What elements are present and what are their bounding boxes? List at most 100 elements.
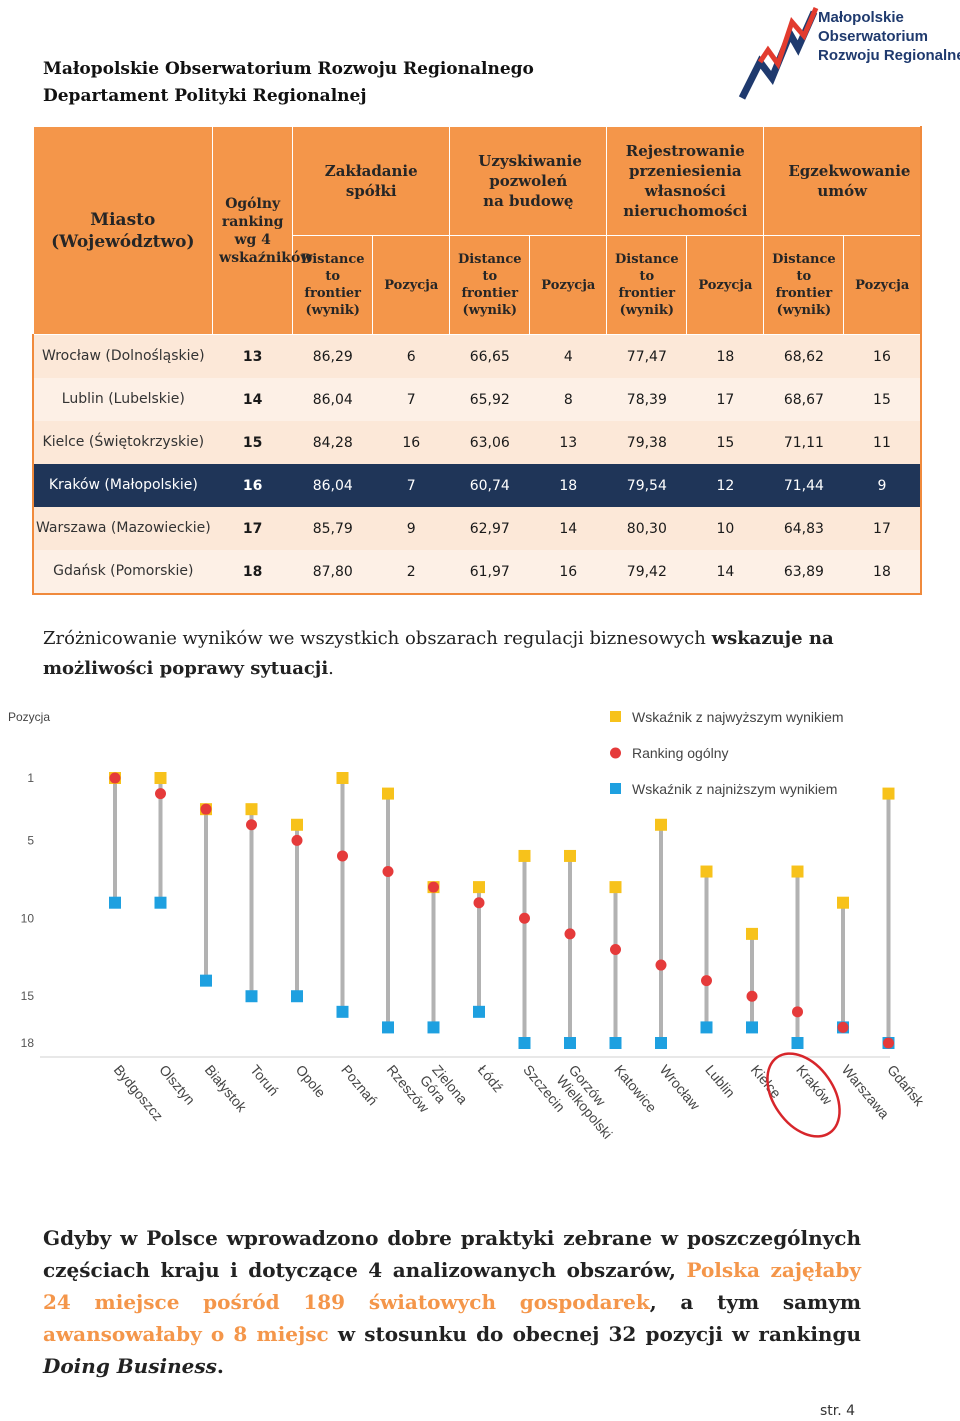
cell-score: 84,28 bbox=[292, 421, 373, 464]
category-label-part: Katowice bbox=[611, 1062, 660, 1116]
bottom-marker bbox=[746, 1021, 758, 1034]
cell-pos: 9 bbox=[372, 507, 450, 550]
logo-line-3: Rozwoju Regionalnego bbox=[818, 47, 960, 64]
legend-overall-marker bbox=[610, 747, 621, 759]
cell-rank: 18 bbox=[212, 550, 293, 595]
category-label: Lublin bbox=[702, 1062, 738, 1101]
bottom-marker bbox=[791, 1037, 804, 1049]
cell-score: 64,83 bbox=[763, 507, 844, 550]
top-marker bbox=[700, 865, 713, 878]
category-label-part: Opole bbox=[293, 1062, 329, 1101]
top-marker bbox=[655, 818, 667, 831]
cell-score: 87,80 bbox=[292, 550, 373, 595]
overall-marker bbox=[246, 819, 257, 831]
sub-pos-header: Pozycja bbox=[529, 235, 608, 335]
overall-marker bbox=[883, 1037, 894, 1049]
category-label-part: Lublin bbox=[702, 1062, 738, 1101]
table-row: Kielce (Świętokrzyskie) 15 84,28 16 63,0… bbox=[32, 421, 923, 464]
header-line-2: Departament Polityki Regionalnej bbox=[43, 86, 367, 106]
sub-score-header: Distance to frontier (wynik) bbox=[763, 235, 845, 335]
cell-score: 66,65 bbox=[449, 334, 530, 378]
logo-line-2: Obserwatorium bbox=[818, 28, 929, 45]
overall-marker bbox=[746, 990, 758, 1002]
category-label-part: Poznań bbox=[338, 1062, 381, 1109]
overall-marker bbox=[837, 1021, 849, 1033]
logo-line-1: Małopolskie bbox=[818, 9, 904, 26]
top-marker bbox=[245, 803, 258, 816]
cell-score: 78,39 bbox=[606, 378, 687, 421]
category-label-part: Kielce bbox=[748, 1062, 785, 1102]
category-label: Toruń bbox=[247, 1062, 282, 1099]
category-label-part: Kraków bbox=[793, 1062, 836, 1109]
overall-marker bbox=[610, 943, 621, 955]
logo: Małopolskie Obserwatorium Rozwoju Region… bbox=[738, 4, 960, 104]
para2-f: Doing Business bbox=[43, 1354, 217, 1378]
bottom-marker bbox=[700, 1021, 713, 1034]
page-number: str. 4 bbox=[820, 1403, 856, 1419]
cell-score: 61,97 bbox=[449, 550, 530, 595]
top-marker bbox=[473, 881, 485, 894]
para2-e: w stosunku do obecnej 32 pozycji w ranki… bbox=[328, 1322, 861, 1346]
cell-score: 65,92 bbox=[449, 378, 530, 421]
cell-pos: 17 bbox=[843, 507, 923, 550]
table-row: Gdańsk (Pomorskie) 18 87,80 2 61,97 16 7… bbox=[32, 550, 923, 595]
cell-score: 79,38 bbox=[606, 421, 687, 464]
cell-score: 60,74 bbox=[449, 464, 530, 507]
category-label: Łódź bbox=[475, 1062, 507, 1096]
cell-rank: 16 bbox=[212, 464, 293, 507]
col-rank-header: Ogólny ranking wg 4 wskaźników bbox=[212, 126, 312, 335]
overall-marker bbox=[473, 897, 485, 909]
bottom-marker bbox=[655, 1037, 667, 1049]
category-label: Gdańsk bbox=[884, 1062, 928, 1110]
category-label: Kielce bbox=[748, 1062, 785, 1102]
cell-pos: 13 bbox=[529, 421, 607, 464]
cell-rank: 14 bbox=[212, 378, 293, 421]
para1-bold: wskazuje na możliwości poprawy sytuacji bbox=[43, 628, 834, 679]
paragraph-conclusion: Gdyby w Polsce wprowadzono dobre praktyk… bbox=[43, 1222, 861, 1382]
highlight-circle bbox=[766, 1052, 841, 1138]
category-label: Opole bbox=[293, 1062, 329, 1101]
top-marker bbox=[518, 849, 531, 862]
col-city-header: Miasto (Województwo) bbox=[32, 126, 214, 335]
para2-a: Gdyby w Polsce wprowadzono dobre praktyk… bbox=[43, 1226, 861, 1282]
category-label: Olsztyn bbox=[156, 1062, 198, 1108]
cell-city: Warszawa (Mazowieckie) bbox=[32, 507, 213, 550]
table-row-highlighted: Kraków (Małopolskie) 16 86,04 7 60,74 18… bbox=[32, 464, 923, 507]
cell-pos: 17 bbox=[686, 378, 764, 421]
category-label: Kraków bbox=[793, 1062, 836, 1109]
table-row: Wrocław (Dolnośląskie) 13 86,29 6 66,65 … bbox=[32, 334, 923, 378]
para2-d: awansowałaby o 8 miejsc bbox=[43, 1322, 329, 1346]
cell-pos: 8 bbox=[529, 378, 607, 421]
para2-b: Polska zajęłaby 24 miejsce pośród 189 św… bbox=[43, 1258, 862, 1314]
overall-marker bbox=[109, 772, 121, 784]
cell-score: 79,42 bbox=[606, 550, 687, 595]
cell-pos: 9 bbox=[843, 464, 923, 507]
cell-score: 63,89 bbox=[763, 550, 844, 595]
cell-city: Gdańsk (Pomorskie) bbox=[32, 550, 213, 595]
legend-label: Wskaźnik z najwyższym wynikiem bbox=[632, 709, 844, 725]
y-axis-label: Pozycja bbox=[8, 710, 50, 724]
bottom-marker bbox=[200, 974, 212, 987]
category-label-part: Gdańsk bbox=[884, 1062, 928, 1110]
legend-bottom-marker bbox=[610, 783, 621, 794]
cell-pos: 12 bbox=[686, 464, 764, 507]
para2-c: , a tym samym bbox=[649, 1290, 861, 1314]
cell-pos: 15 bbox=[843, 378, 923, 421]
cell-score: 68,67 bbox=[763, 378, 844, 421]
overall-marker bbox=[382, 866, 394, 878]
cell-pos: 18 bbox=[686, 334, 764, 378]
cell-city: Wrocław (Dolnośląskie) bbox=[32, 334, 213, 378]
y-tick-label: 1 bbox=[27, 771, 34, 785]
cell-city: Kraków (Małopolskie) bbox=[32, 464, 213, 507]
cell-pos: 7 bbox=[372, 464, 450, 507]
cell-score: 80,30 bbox=[606, 507, 687, 550]
bottom-marker bbox=[336, 1005, 349, 1018]
bottom-marker bbox=[564, 1037, 576, 1049]
cell-score: 68,62 bbox=[763, 334, 844, 378]
sub-score-header: Distance to frontier (wynik) bbox=[606, 235, 688, 335]
cell-score: 86,04 bbox=[292, 464, 373, 507]
legend-label: Wskaźnik z najniższym wynikiem bbox=[632, 781, 837, 797]
bottom-marker bbox=[382, 1021, 394, 1034]
sub-pos-header: Pozycja bbox=[372, 235, 451, 335]
top-marker bbox=[336, 772, 349, 784]
